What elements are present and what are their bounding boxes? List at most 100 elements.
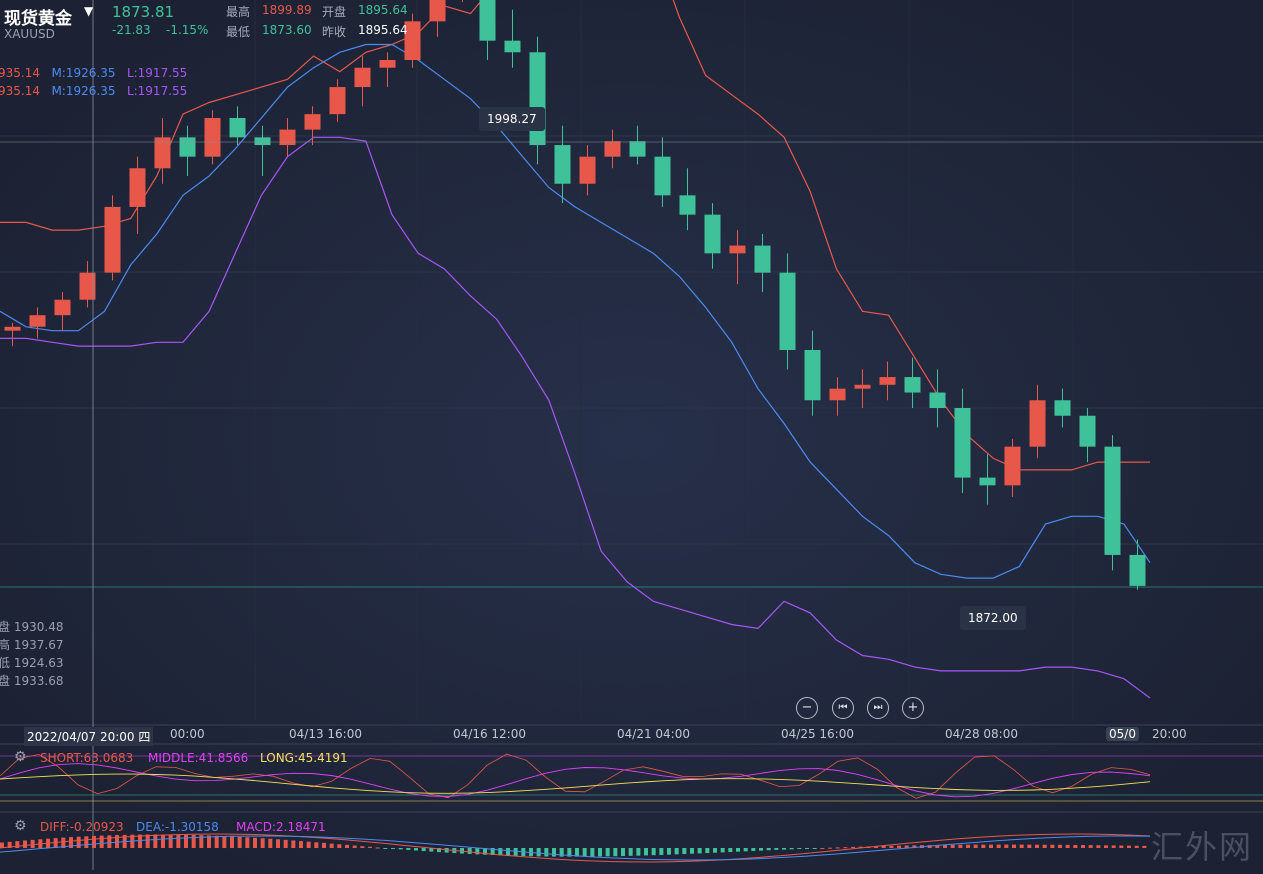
macd-bar (1127, 845, 1131, 848)
candle-body (154, 137, 171, 169)
open-label: 开盘 (322, 5, 347, 19)
macd-bar (191, 834, 196, 848)
macd-bar (92, 835, 96, 848)
high-value: 1899.89 (262, 3, 312, 17)
kdj-middle-line (0, 763, 1151, 798)
candle-body (829, 388, 846, 401)
macd-settings-icon[interactable]: ⚙ (14, 818, 27, 834)
candle-body (504, 40, 521, 53)
candle-body (779, 272, 796, 350)
candle-body (979, 477, 996, 486)
candle-body (704, 214, 721, 254)
macd-bar (1004, 844, 1009, 848)
macd-bar (61, 837, 66, 848)
candle-body (904, 377, 921, 393)
macd-bar (552, 848, 556, 857)
macd-bar (682, 848, 687, 855)
macd-bar (674, 848, 679, 855)
macd-bar (950, 844, 955, 848)
macd-bar (291, 840, 296, 848)
macd-bar (253, 837, 257, 848)
kdj-long-line (0, 773, 1151, 794)
bb-mid-value: M:1926.35 (51, 84, 116, 98)
macd-bar (966, 844, 970, 848)
open-value: 1895.64 (358, 3, 408, 17)
macd-bar (207, 835, 211, 848)
macd-bar (766, 848, 771, 851)
macd-dea-value: DEA:-1.30158 (136, 820, 219, 834)
prev-close-value: 1895.64 (358, 23, 408, 37)
macd-bar (812, 848, 817, 849)
ohlc-high: 高 1937.67 (0, 636, 63, 653)
candle-body (354, 67, 371, 88)
kdj-settings-icon[interactable]: ⚙ (14, 749, 27, 765)
macd-bar (138, 834, 142, 848)
symbol-name[interactable]: 现货黄金 (4, 9, 72, 29)
candle-body (429, 0, 446, 22)
macd-bar (1065, 844, 1070, 848)
scroll-back-button[interactable]: ⏮ (832, 697, 854, 719)
candle-body (254, 137, 271, 146)
macd-bar (490, 848, 495, 856)
macd-bar (168, 834, 173, 848)
symbol-dropdown-icon[interactable]: ▼ (84, 4, 94, 18)
ohlc-low-label: 低 (0, 656, 11, 670)
macd-bar (276, 839, 280, 848)
price-change-pct: -1.15% (166, 23, 209, 37)
macd-bar (805, 848, 809, 849)
zoom-in-button[interactable]: + (902, 697, 924, 719)
macd-bar (782, 848, 786, 850)
scroll-forward-button[interactable]: ⏭ (867, 697, 889, 719)
candle-body (204, 118, 221, 157)
macd-bar (322, 842, 326, 848)
candle-body (579, 156, 596, 184)
macd-bar (904, 845, 909, 848)
ohlc-low: 低 1924.63 (0, 654, 63, 671)
macd-bar (667, 848, 671, 855)
candle-body (1129, 554, 1146, 586)
macd-diff-value: DIFF:-0.20923 (40, 820, 124, 834)
macd-bar (728, 848, 733, 853)
macd-bar (15, 841, 20, 848)
macd-bar (0, 842, 4, 848)
macd-bar (835, 847, 840, 849)
candlestick-series (4, 0, 1146, 590)
macd-bar (575, 848, 579, 857)
macd-bar (536, 848, 541, 857)
macd-bar (651, 848, 656, 856)
macd-bar (912, 845, 917, 848)
macd-bar (437, 848, 441, 853)
macd-bar (184, 834, 188, 848)
high-label: 最高 (226, 5, 251, 19)
ohlc-open: 盘 1930.48 (0, 618, 63, 635)
macd-bar (1096, 845, 1101, 848)
candle-body (1054, 400, 1071, 416)
macd-bar (475, 848, 480, 855)
macd-bar (199, 835, 204, 848)
macd-bar (1104, 845, 1108, 848)
candle-body (54, 299, 71, 316)
macd-bar (989, 844, 993, 848)
macd-bar (1142, 845, 1147, 848)
candle-body (229, 118, 246, 138)
zoom-out-button[interactable]: − (796, 697, 818, 719)
candle-body (129, 168, 146, 207)
candle-body (404, 21, 421, 60)
ohlc-low-value: 1924.63 (13, 656, 64, 670)
candle-body (79, 272, 96, 300)
macd-bar (222, 836, 227, 848)
macd-bar (659, 848, 664, 855)
candle-body (604, 141, 621, 157)
macd-bar (613, 848, 618, 857)
macd-bar (751, 848, 756, 851)
macd-bar (582, 848, 587, 857)
macd-bar (153, 834, 158, 848)
macd-bar (498, 848, 503, 856)
low-value: 1873.60 (262, 23, 312, 37)
macd-bar (697, 848, 702, 854)
macd-bar (1050, 844, 1055, 848)
macd-bar (705, 848, 710, 854)
macd-value: MACD:2.18471 (236, 820, 326, 834)
macd-bar (789, 848, 794, 850)
